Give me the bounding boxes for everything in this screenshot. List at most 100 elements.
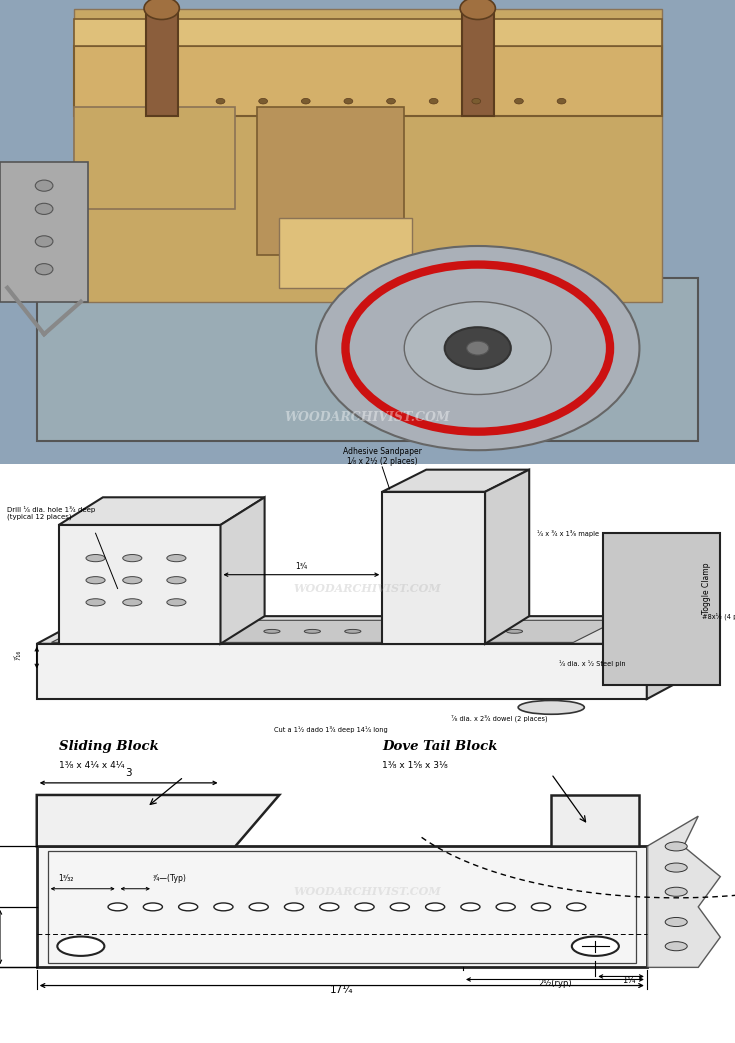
Bar (146, 9, 178, 116)
Circle shape (531, 903, 551, 911)
Ellipse shape (304, 629, 320, 633)
Text: #8x¹⁄₂ (4 pcs): #8x¹⁄₂ (4 pcs) (702, 612, 735, 620)
Circle shape (86, 577, 105, 584)
Polygon shape (51, 621, 617, 642)
Text: Toggle Clamp: Toggle Clamp (702, 563, 711, 614)
Circle shape (123, 577, 142, 584)
Text: ¹⁄₄ x ³⁄₄ x 1³⁄₈ maple: ¹⁄₄ x ³⁄₄ x 1³⁄₈ maple (537, 530, 599, 537)
Circle shape (461, 903, 480, 911)
Circle shape (387, 98, 395, 104)
Text: 1³⁄₈ x 1⁵⁄₈ x 3¹⁄₈: 1³⁄₈ x 1⁵⁄₈ x 3¹⁄₈ (382, 760, 448, 770)
Polygon shape (59, 498, 265, 525)
Circle shape (108, 903, 127, 911)
Circle shape (429, 98, 438, 104)
Ellipse shape (183, 629, 199, 633)
Text: ⁷⁄₈ dia. x 2³⁄₄ dowel (2 places): ⁷⁄₈ dia. x 2³⁄₄ dowel (2 places) (451, 714, 548, 722)
Circle shape (216, 98, 225, 104)
Ellipse shape (143, 629, 159, 633)
Ellipse shape (102, 629, 118, 633)
Circle shape (665, 942, 687, 951)
Bar (74, 106, 235, 209)
Circle shape (665, 842, 687, 851)
Text: 1¹⁄₄: 1¹⁄₄ (622, 975, 635, 985)
Text: WOODARCHIVIST.COM: WOODARCHIVIST.COM (293, 887, 442, 897)
Polygon shape (485, 469, 529, 644)
Polygon shape (647, 616, 698, 699)
Circle shape (567, 903, 586, 911)
Circle shape (86, 599, 105, 606)
Circle shape (514, 98, 523, 104)
Text: Drill ¹⁄₄ dia. hole 1³⁄₄ deep
(typical 12 places): Drill ¹⁄₄ dia. hole 1³⁄₄ deep (typical 1… (7, 506, 96, 520)
Circle shape (426, 903, 445, 911)
Bar (74, 19, 662, 47)
Ellipse shape (345, 629, 361, 633)
Circle shape (57, 937, 104, 955)
Circle shape (390, 903, 409, 911)
Bar (257, 106, 404, 256)
Circle shape (404, 301, 551, 394)
Circle shape (472, 98, 481, 104)
Text: 2¹⁄₂(ryp): 2¹⁄₂(ryp) (538, 979, 572, 988)
Ellipse shape (466, 629, 482, 633)
Circle shape (179, 903, 198, 911)
Polygon shape (59, 525, 220, 644)
Ellipse shape (506, 629, 523, 633)
Circle shape (35, 203, 53, 215)
Polygon shape (551, 795, 639, 847)
Circle shape (167, 599, 186, 606)
Text: ¹⁄₄ dia. x ¹⁄₂ Steel pin: ¹⁄₄ dia. x ¹⁄₂ Steel pin (559, 659, 625, 666)
Bar (37, 278, 698, 441)
Circle shape (214, 903, 233, 911)
Circle shape (572, 937, 619, 955)
Text: 1³⁄₈ x 4¹⁄₄ x 4¹⁄₄: 1³⁄₈ x 4¹⁄₄ x 4¹⁄₄ (59, 760, 124, 770)
Text: Dove Tail Block: Dove Tail Block (382, 739, 498, 753)
Circle shape (320, 903, 339, 911)
Text: WOODARCHIVIST.COM: WOODARCHIVIST.COM (293, 583, 442, 595)
Circle shape (445, 328, 511, 369)
Circle shape (123, 599, 142, 606)
Ellipse shape (426, 629, 442, 633)
Polygon shape (220, 498, 265, 644)
Polygon shape (647, 816, 720, 968)
Circle shape (316, 246, 639, 451)
Bar (279, 218, 412, 288)
Bar (462, 9, 494, 116)
Text: Cut a 1¹⁄₂ dado 1³⁄₄ deep 14¹⁄₄ long: Cut a 1¹⁄₂ dado 1³⁄₄ deep 14¹⁄₄ long (274, 726, 387, 733)
Text: ⁷⁄₁₆: ⁷⁄₁₆ (14, 649, 23, 659)
Polygon shape (382, 492, 485, 644)
Circle shape (665, 888, 687, 896)
Polygon shape (37, 644, 647, 699)
Bar (603, 533, 720, 685)
Circle shape (167, 555, 186, 562)
Ellipse shape (264, 629, 280, 633)
Bar (48, 851, 636, 963)
Polygon shape (382, 469, 529, 492)
Circle shape (665, 918, 687, 926)
Circle shape (557, 98, 566, 104)
Bar (0, 163, 88, 301)
Circle shape (144, 0, 179, 20)
Polygon shape (74, 9, 662, 301)
Circle shape (496, 903, 515, 911)
Text: Sliding Block: Sliding Block (59, 739, 159, 753)
Circle shape (35, 236, 53, 247)
Circle shape (467, 341, 489, 355)
Circle shape (259, 98, 268, 104)
Circle shape (344, 98, 353, 104)
Text: 17¹⁄₄: 17¹⁄₄ (330, 985, 354, 995)
Text: 3: 3 (125, 769, 132, 778)
Circle shape (35, 180, 53, 191)
Circle shape (301, 98, 310, 104)
Circle shape (167, 577, 186, 584)
Circle shape (284, 903, 304, 911)
Circle shape (86, 555, 105, 562)
Text: 1³⁄₃₂: 1³⁄₃₂ (59, 874, 74, 883)
Circle shape (35, 264, 53, 274)
Circle shape (123, 555, 142, 562)
Bar (74, 47, 662, 116)
Text: WOODARCHIVIST.COM: WOODARCHIVIST.COM (284, 411, 451, 425)
Circle shape (355, 903, 374, 911)
Circle shape (143, 903, 162, 911)
Ellipse shape (223, 629, 240, 633)
Circle shape (665, 863, 687, 872)
